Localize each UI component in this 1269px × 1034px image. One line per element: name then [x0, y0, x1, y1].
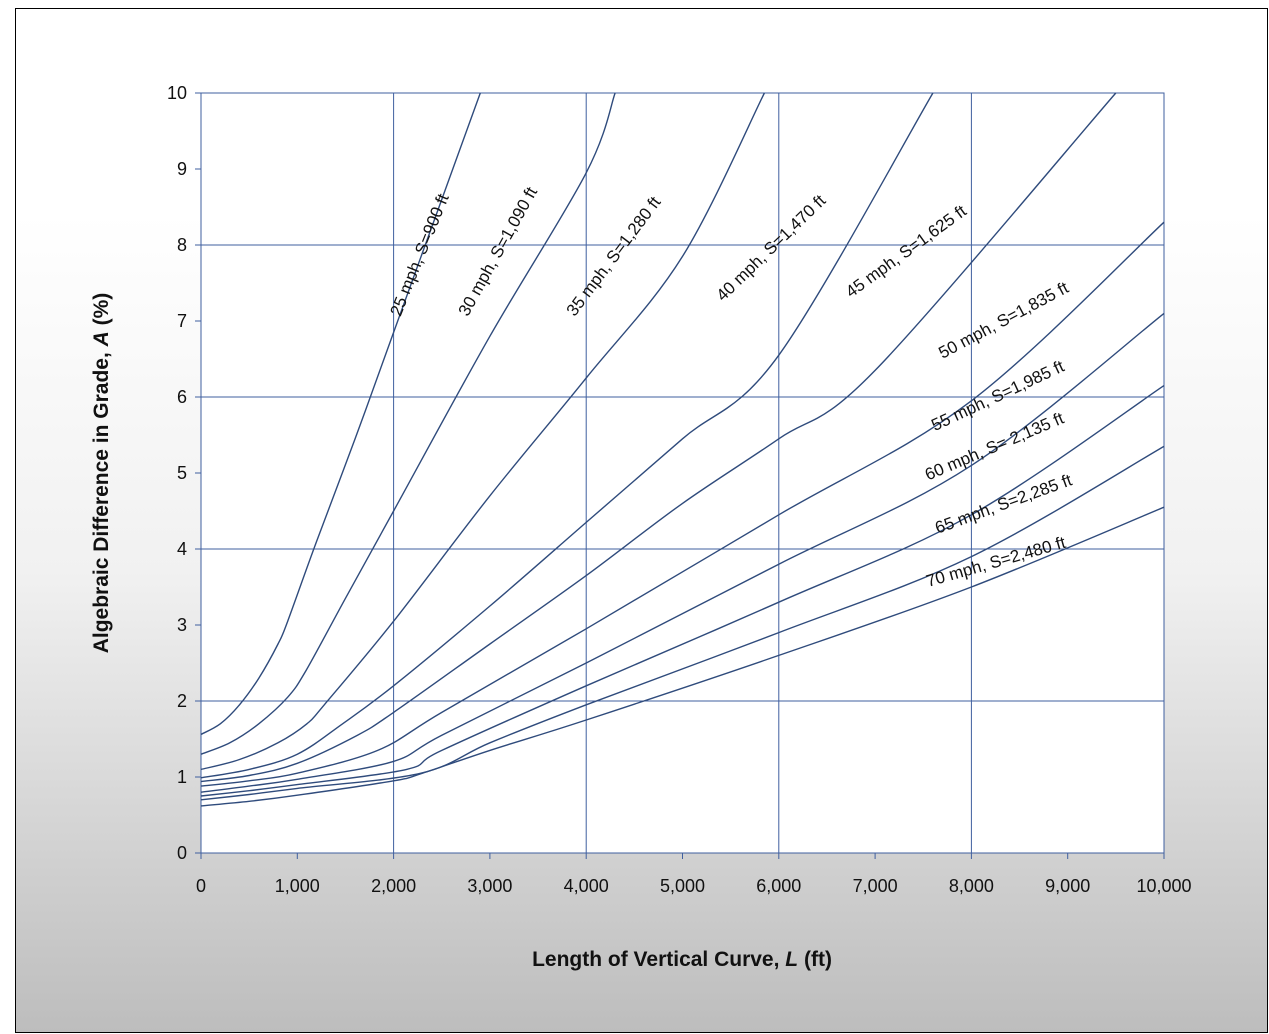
x-tick-label: 7,000	[853, 876, 898, 896]
x-tick-label: 1,000	[275, 876, 320, 896]
x-tick-label: 3,000	[467, 876, 512, 896]
x-tick-label: 5,000	[660, 876, 705, 896]
series-line	[200, 385, 1165, 797]
plot-area	[200, 92, 1165, 854]
x-tick-label: 0	[196, 876, 206, 896]
series-line	[200, 506, 1165, 807]
series-line	[200, 445, 1165, 801]
series-line	[200, 92, 481, 736]
y-tick-label: 6	[177, 387, 187, 407]
chart-frame: 0 1,000 2,000 3,000 4,000 5,000 6,000 7,000 8,00…	[15, 8, 1268, 1033]
y-tick-label: 10	[167, 83, 187, 103]
y-tick-label: 1	[177, 767, 187, 787]
x-tick-label: 6,000	[756, 876, 801, 896]
series-line	[200, 92, 934, 779]
series-line	[200, 221, 1165, 787]
y-tick-label: 9	[177, 159, 187, 179]
y-tick-labels: 0 1 2 3 4 5 6 7 8 9 10	[167, 83, 187, 863]
y-tick-label: 8	[177, 235, 187, 255]
x-tick-label: 9,000	[1045, 876, 1090, 896]
series-line	[200, 312, 1165, 793]
x-tick-labels: 0 1,000 2,000 3,000 4,000 5,000 6,000 7,000 8,00…	[196, 876, 1192, 896]
x-tick-label: 2,000	[371, 876, 416, 896]
y-tick-label: 7	[177, 311, 187, 331]
y-tick-label: 4	[177, 539, 187, 559]
grid	[195, 92, 1165, 859]
y-tick-label: 2	[177, 691, 187, 711]
series-line	[200, 92, 616, 755]
series-line	[200, 92, 1117, 783]
series-group	[200, 92, 1165, 807]
y-tick-label: 5	[177, 463, 187, 483]
y-tick-label: 0	[177, 843, 187, 863]
series-line	[200, 92, 766, 771]
vertical-curve-chart: 0 1,000 2,000 3,000 4,000 5,000 6,000 7,000 8,00…	[90, 83, 1192, 971]
x-axis-title: Length of Vertical Curve, L (ft)	[532, 948, 832, 971]
y-tick-label: 3	[177, 615, 187, 635]
x-tick-label: 10,000	[1136, 876, 1191, 896]
x-tick-label: 8,000	[949, 876, 994, 896]
y-axis-title: Algebraic Difference in Grade, A (%)	[90, 293, 113, 654]
x-tick-label: 4,000	[564, 876, 609, 896]
